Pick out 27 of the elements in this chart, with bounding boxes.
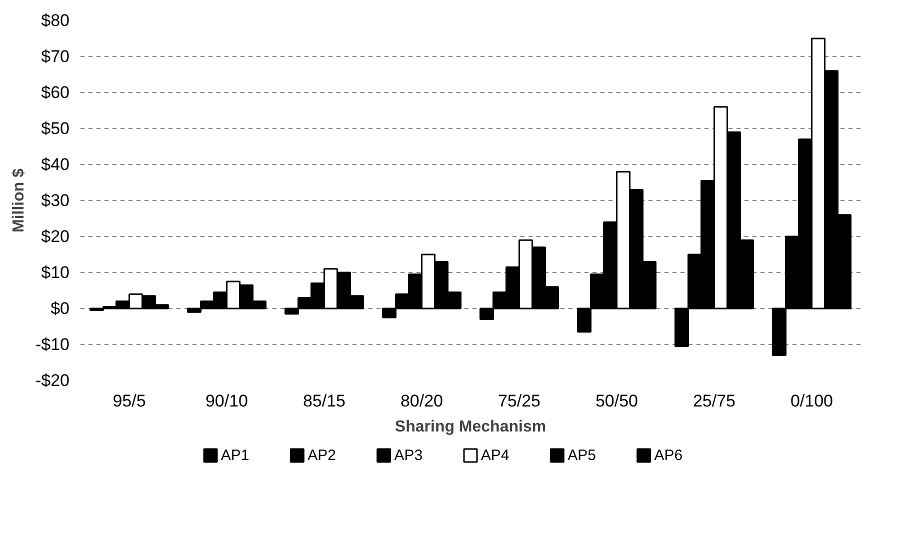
x-tick-label: 90/10 bbox=[205, 392, 248, 410]
x-tick-label: 95/5 bbox=[112, 392, 146, 410]
x-tick-label: 50/50 bbox=[595, 392, 638, 410]
y-tick-label: $20 bbox=[41, 227, 70, 246]
y-tick-label: $60 bbox=[41, 83, 70, 102]
y-tick-label: $30 bbox=[41, 191, 70, 210]
x-tick-label: 0/100 bbox=[790, 392, 834, 410]
y-axis-title: Million $ bbox=[10, 168, 28, 232]
x-axis-title: Sharing Mechanism bbox=[394, 418, 546, 436]
legend-label: AP6 bbox=[654, 447, 683, 464]
legend-label: AP4 bbox=[480, 447, 510, 464]
legend-label: AP3 bbox=[394, 447, 423, 464]
y-tick-label: $50 bbox=[41, 119, 70, 138]
y-tick-label: -$20 bbox=[35, 371, 70, 390]
legend-label: AP2 bbox=[308, 447, 336, 464]
x-tick-label: 25/75 bbox=[692, 392, 736, 410]
y-tick-label: $70 bbox=[41, 47, 70, 66]
x-tick-label: 85/15 bbox=[302, 392, 346, 410]
x-tick-label: 75/25 bbox=[498, 392, 541, 410]
legend-label: AP1 bbox=[220, 447, 250, 464]
y-tick-label: $0 bbox=[50, 299, 70, 318]
y-tick-label: $40 bbox=[41, 155, 70, 174]
y-tick-label: -$10 bbox=[35, 335, 70, 354]
y-tick-label: $80 bbox=[41, 11, 70, 30]
legend-label: AP5 bbox=[568, 447, 596, 464]
x-tick-label: 80/20 bbox=[400, 392, 444, 410]
y-tick-label: $10 bbox=[41, 263, 70, 282]
